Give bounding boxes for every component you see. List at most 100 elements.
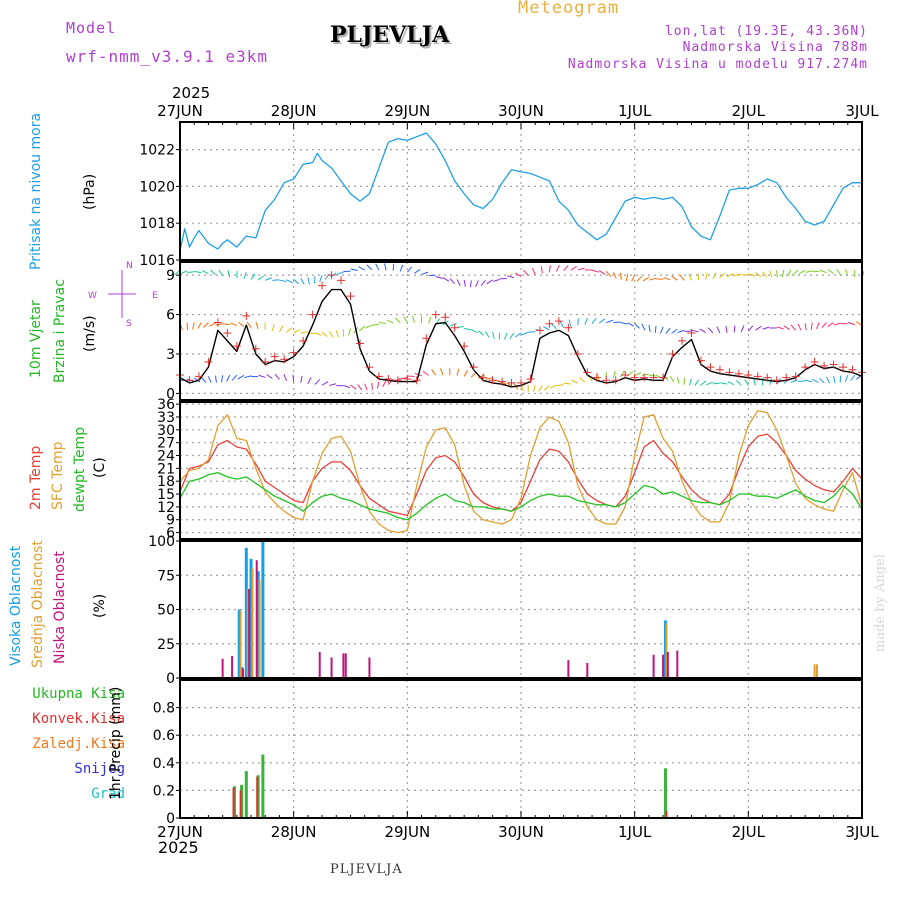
value-label: 6 — [166, 308, 175, 324]
wind-arrow — [762, 326, 770, 330]
data-layer — [174, 132, 866, 818]
value-label: 3 — [166, 347, 175, 363]
wind-arrow — [193, 377, 201, 383]
wind-arrow — [440, 368, 444, 376]
wind-arrow — [258, 374, 266, 378]
panel-frame — [179, 121, 863, 261]
wind-arrow — [740, 325, 745, 333]
gust-marker — [734, 369, 743, 378]
wind-arrow — [286, 279, 294, 284]
wind-arrow — [379, 321, 387, 324]
wind-arrow — [400, 376, 408, 380]
value-label: 15 — [157, 487, 175, 503]
wind-arrow — [335, 330, 339, 338]
wind-arrow — [412, 315, 415, 323]
wind-arrow — [716, 326, 721, 334]
wind-arrow — [422, 370, 429, 376]
temp-line — [179, 471, 863, 521]
value-label: 0 — [166, 811, 175, 827]
gust-marker — [337, 276, 346, 285]
time-label-bottom: 3JUL — [845, 823, 879, 841]
gust-marker — [374, 372, 383, 381]
wind-arrow — [654, 325, 657, 333]
wind-arrow — [266, 374, 273, 379]
cloud-bar — [251, 568, 254, 678]
cloud-bar — [246, 588, 249, 678]
wind-arrow — [237, 374, 245, 380]
wind-arrow — [283, 374, 288, 381]
wind-arrow — [203, 322, 209, 328]
wind-arrow — [492, 278, 500, 282]
cloud-bar — [652, 654, 655, 678]
wind-arrow — [804, 323, 807, 331]
time-label-top: 30JUN — [498, 102, 544, 120]
wind-arrow — [200, 376, 207, 383]
gust-marker — [592, 373, 601, 382]
gust-marker — [573, 350, 582, 358]
wind-arrow — [272, 279, 280, 281]
cloud-bar — [567, 660, 570, 678]
panel-frame — [179, 679, 863, 819]
wind-arrow — [485, 377, 493, 380]
wind-arrow — [727, 381, 735, 386]
wind-arrow — [250, 273, 256, 280]
time-label-top: 27JUN — [157, 102, 203, 120]
wind-arrow — [596, 373, 600, 381]
compass-letter: E — [152, 291, 158, 301]
value-label: 0.6 — [153, 728, 175, 744]
wind-arrow — [551, 323, 557, 330]
wind-arrow — [805, 379, 813, 383]
wind-arrow — [231, 374, 238, 381]
wind-arrow — [612, 370, 616, 378]
wind-arrow — [707, 327, 714, 334]
wind-arrow — [464, 327, 472, 331]
cloud-bar — [816, 664, 819, 678]
wind-arrow — [726, 273, 734, 278]
wind-arrow — [671, 328, 678, 334]
hail-label: Grad — [91, 786, 125, 802]
time-label-bottom: 27JUN — [157, 823, 203, 841]
wind-arrow — [627, 322, 634, 327]
gust-marker — [242, 311, 251, 320]
cloud-bar — [237, 609, 241, 678]
value-label: 27 — [157, 436, 175, 452]
gust-marker — [517, 378, 525, 387]
wind-arrow — [755, 325, 762, 331]
gust-marker — [318, 281, 327, 290]
precip-bar — [244, 771, 248, 818]
wind-arrow — [222, 323, 230, 326]
cloud-bar — [676, 650, 679, 678]
wind-arrow — [543, 326, 550, 331]
gust-marker — [649, 373, 658, 382]
wind-arrow — [625, 273, 629, 282]
wind-arrow — [478, 330, 484, 336]
wind-arrow — [215, 323, 223, 326]
gust-marker — [715, 365, 724, 374]
wind-arrow — [307, 377, 312, 384]
gust-marker — [696, 356, 705, 365]
wind-arrow — [486, 279, 493, 285]
wind-arrow — [507, 275, 515, 279]
gust-marker — [659, 373, 668, 382]
wind-arrow — [734, 273, 742, 277]
wind-arrow — [649, 277, 657, 281]
wind-arrow — [844, 375, 849, 382]
temp-line — [179, 433, 863, 517]
wind-arrow — [570, 266, 577, 271]
wind-arrow — [187, 271, 195, 274]
value-label: 36 — [157, 397, 175, 413]
value-label: 0.8 — [153, 701, 175, 717]
wind-arrow — [571, 379, 579, 384]
value-label: 6 — [166, 526, 175, 542]
wind-arrow — [810, 322, 813, 330]
wind-arrow — [634, 322, 640, 329]
precip-bar — [663, 768, 667, 818]
time-label-bottom: 28JUN — [271, 823, 317, 841]
gust-marker — [507, 378, 516, 387]
wind-arrow — [676, 376, 680, 384]
wind-arrow — [797, 323, 802, 331]
wind-arrow — [679, 274, 685, 281]
value-label: 0 — [166, 386, 175, 402]
wind-arrow — [528, 331, 536, 333]
